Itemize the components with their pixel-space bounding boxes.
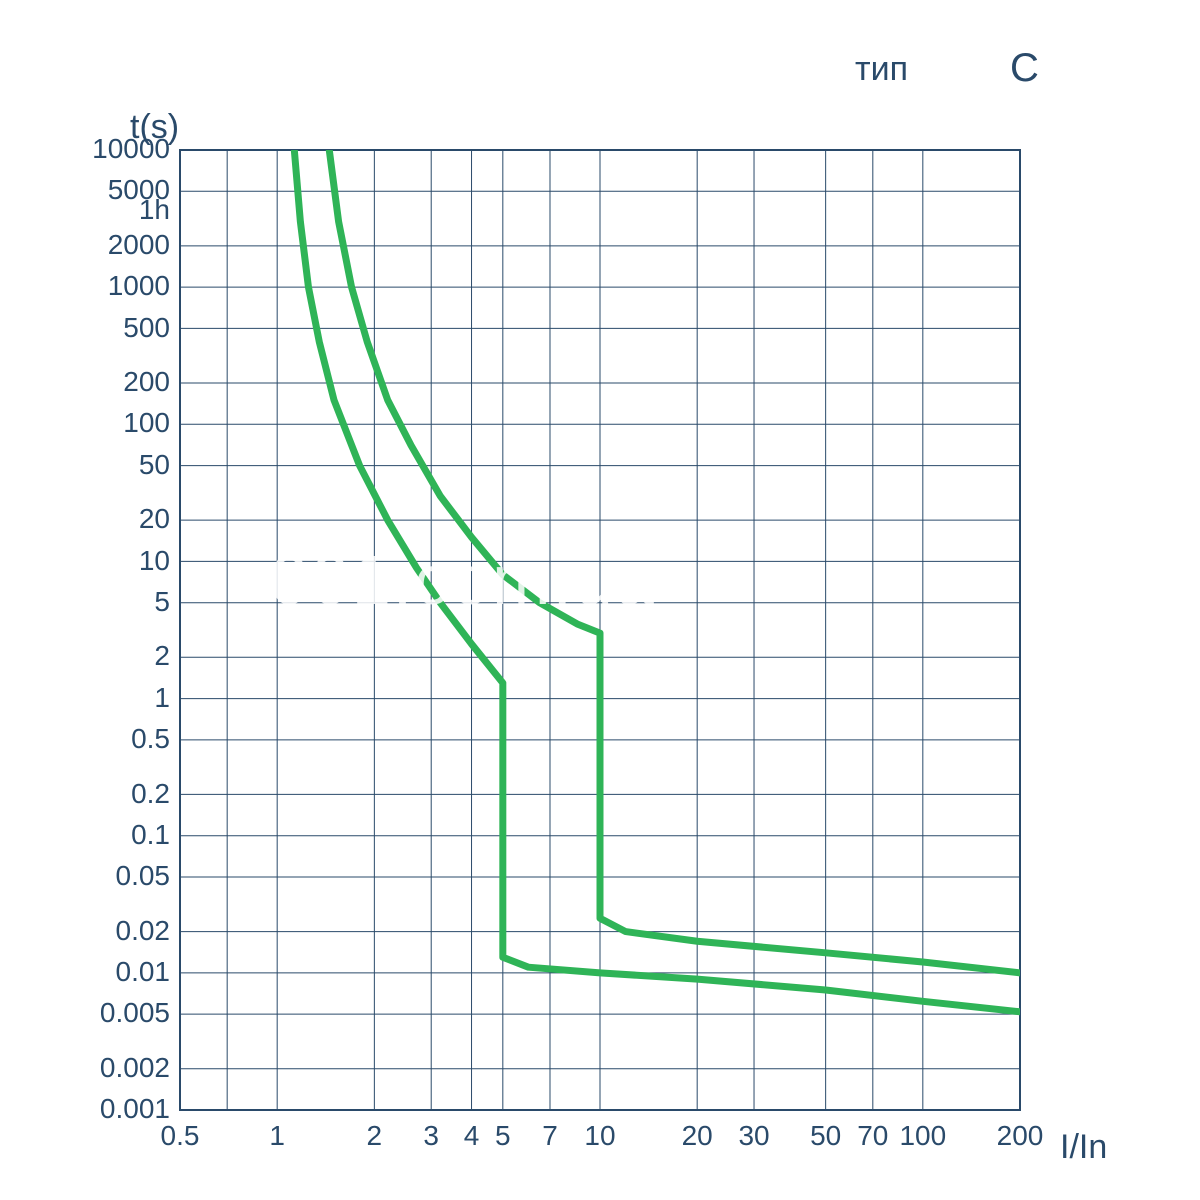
y-tick-label: 2000 (108, 229, 170, 261)
x-tick-label: 70 (857, 1120, 888, 1152)
y-tick-label: 0.2 (131, 778, 170, 810)
y-tick-label: 0.05 (116, 860, 171, 892)
y-tick-label: 2 (154, 640, 170, 672)
y-tick-label: 0.01 (116, 956, 171, 988)
y-tick-label: 10000 (92, 133, 170, 165)
x-tick-label: 200 (997, 1120, 1044, 1152)
y-tick-label: 0.5 (131, 723, 170, 755)
y-tick-label: 50 (139, 449, 170, 481)
x-tick-label: 2 (367, 1120, 383, 1152)
y-tick-label: 500 (123, 312, 170, 344)
y-tick-label: 10 (139, 545, 170, 577)
x-tick-label: 4 (464, 1120, 480, 1152)
y-tick-label: 100 (123, 407, 170, 439)
y-tick-label: 1 (154, 682, 170, 714)
x-tick-label: 5 (495, 1120, 511, 1152)
y-tick-label: 1000 (108, 270, 170, 302)
y-tick-label: 0.1 (131, 819, 170, 851)
y-tick-label: 0.02 (116, 915, 171, 947)
y-tick-label: 1h (139, 194, 170, 226)
y-tick-label: 0.001 (100, 1093, 170, 1125)
x-tick-label: 30 (738, 1120, 769, 1152)
y-tick-label: 200 (123, 366, 170, 398)
x-tick-label: 0.5 (161, 1120, 200, 1152)
x-tick-label: 50 (810, 1120, 841, 1152)
x-tick-label: 20 (682, 1120, 713, 1152)
x-tick-label: 1 (269, 1120, 285, 1152)
y-tick-label: 0.002 (100, 1052, 170, 1084)
y-tick-label: 5 (154, 586, 170, 618)
x-tick-label: 100 (899, 1120, 946, 1152)
x-tick-label: 7 (542, 1120, 558, 1152)
y-tick-label: 20 (139, 503, 170, 535)
trip-curve-chart: тип C t(s) I/In 1000050001h2000100050020… (0, 0, 1200, 1200)
plot-area (0, 0, 1200, 1200)
x-tick-label: 3 (423, 1120, 439, 1152)
x-tick-label: 10 (584, 1120, 615, 1152)
y-tick-label: 0.005 (100, 997, 170, 1029)
